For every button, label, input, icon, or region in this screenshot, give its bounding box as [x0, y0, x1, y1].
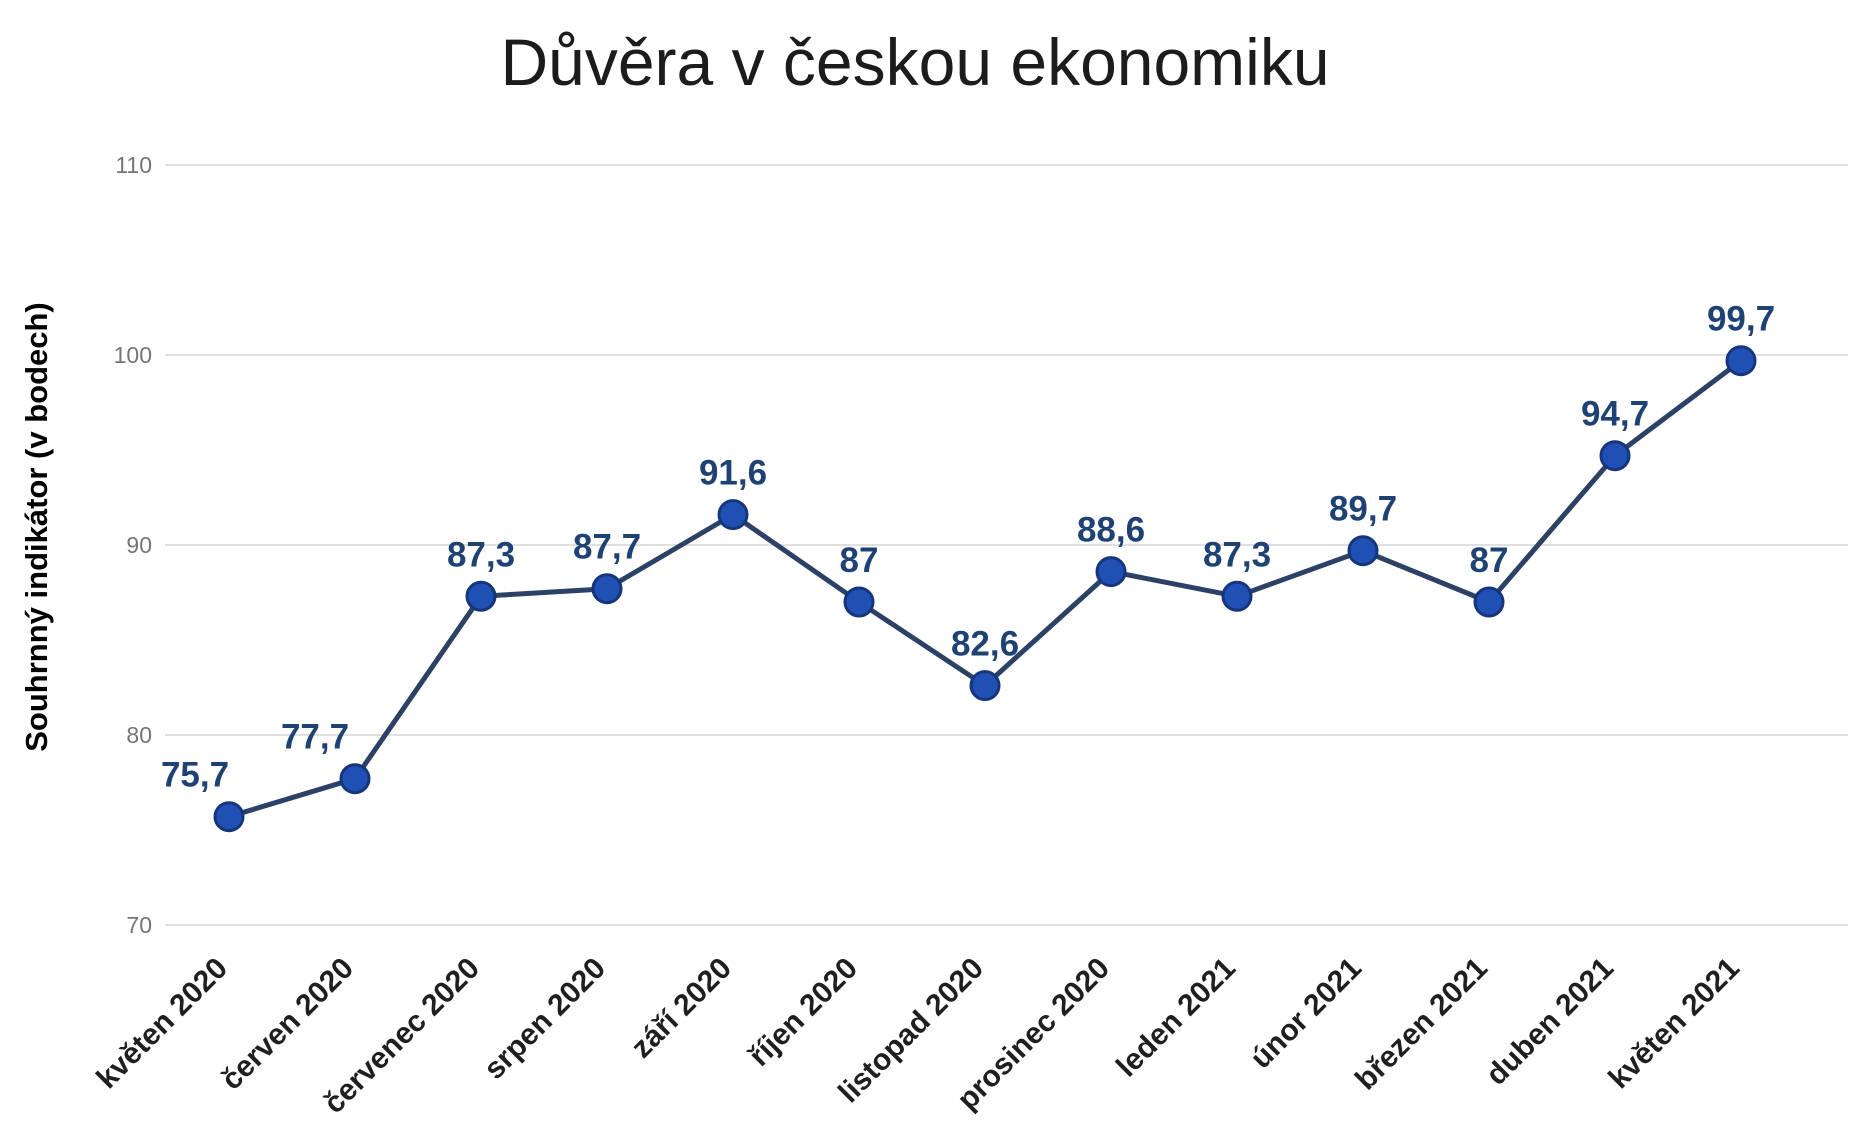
data-point-label: 82,6	[951, 625, 1019, 664]
x-axis-label: březen 2021	[1349, 952, 1494, 1097]
y-tick-label: 80	[126, 722, 152, 748]
data-point-label: 87	[840, 541, 879, 580]
data-point	[1473, 586, 1505, 618]
data-point	[1347, 535, 1379, 567]
x-axis-label: květen 2020	[90, 952, 234, 1096]
data-point-label: 94,7	[1581, 395, 1649, 434]
x-axis-label: říjen 2020	[743, 952, 864, 1073]
data-point	[1221, 580, 1253, 612]
data-point-label: 87,3	[1203, 535, 1271, 574]
data-point-label: 99,7	[1707, 300, 1775, 339]
data-point-label: 77,7	[281, 718, 349, 757]
y-tick-label: 70	[126, 912, 152, 938]
chart-title: Důvěra v českou ekonomiku	[500, 25, 1330, 99]
y-tick-label: 90	[126, 532, 152, 558]
x-axis-label: srpen 2020	[478, 952, 612, 1086]
data-point-label: 87	[1470, 541, 1509, 580]
data-point-label: 89,7	[1329, 490, 1397, 529]
x-axis-label: duben 2021	[1480, 952, 1620, 1092]
data-point	[591, 573, 623, 605]
x-axis-label: září 2020	[625, 952, 738, 1065]
data-point-label: 88,6	[1077, 511, 1145, 550]
x-axis-label: leden 2021	[1110, 952, 1242, 1084]
data-point	[969, 670, 1001, 702]
data-point	[1599, 440, 1631, 472]
data-point	[843, 586, 875, 618]
x-axis-label: únor 2021	[1244, 952, 1368, 1076]
y-tick-label: 100	[114, 342, 152, 368]
data-point-label: 87,3	[447, 535, 515, 574]
data-point	[717, 499, 749, 531]
data-point	[1095, 556, 1127, 588]
x-axis-label: květen 2021	[1602, 952, 1746, 1096]
data-point	[339, 763, 371, 795]
series-line	[228, 358, 1743, 820]
data-point	[465, 580, 497, 612]
data-point	[1725, 345, 1757, 377]
y-tick-label: 110	[115, 152, 152, 178]
data-point-label: 91,6	[699, 454, 767, 493]
data-point-label: 87,7	[573, 528, 641, 567]
data-point-label: 75,7	[161, 756, 229, 795]
data-point	[213, 801, 245, 833]
